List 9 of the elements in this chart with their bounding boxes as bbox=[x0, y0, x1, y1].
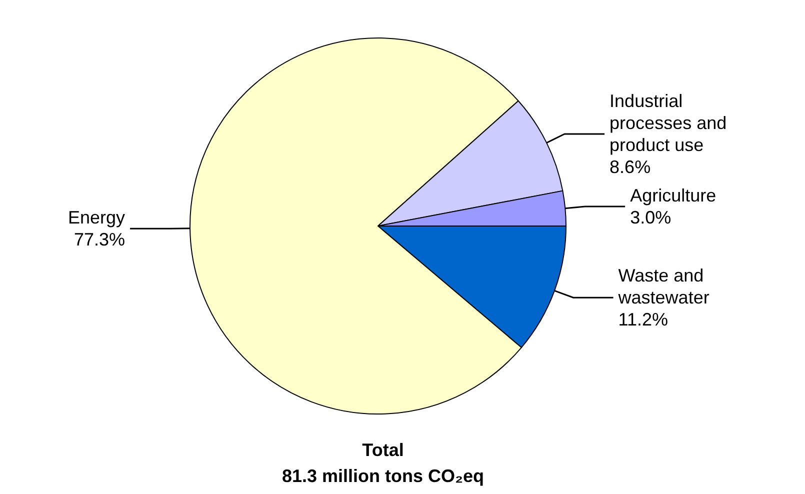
data-label: 77.3% bbox=[74, 230, 126, 250]
data-label: 3.0% bbox=[630, 207, 672, 228]
slice-label: Energy bbox=[68, 208, 126, 228]
data-label: 11.2% bbox=[618, 310, 668, 330]
slice-label: Waste and wastewater bbox=[617, 266, 710, 308]
slice-label: Industrial processes and product use bbox=[610, 90, 732, 155]
text: Total 81.3 million tons CO₂eq bbox=[282, 440, 484, 486]
slice-label: Agriculture bbox=[630, 185, 716, 206]
data-label: 8.6% bbox=[610, 156, 651, 177]
